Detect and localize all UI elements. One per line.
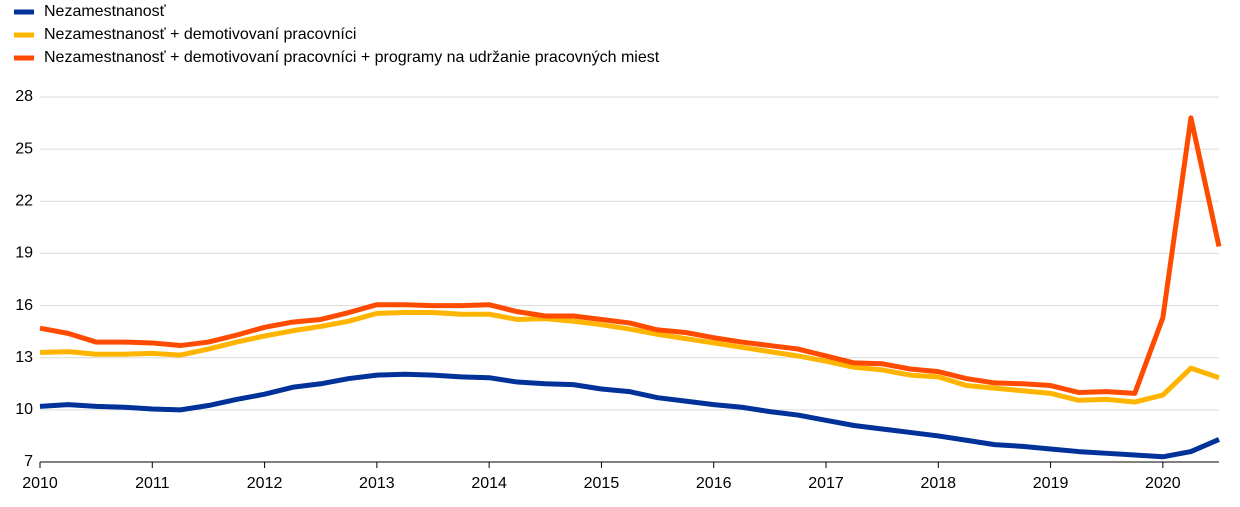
x-tick-label: 2016 <box>696 475 732 492</box>
x-tick-label: 2010 <box>22 475 58 492</box>
y-tick-label: 19 <box>15 245 33 262</box>
series-line <box>39 310 1220 405</box>
series-line <box>39 115 1222 396</box>
x-tick-label: 2017 <box>808 475 844 492</box>
legend-label: Nezamestnanosť <box>44 3 167 20</box>
y-tick-label: 7 <box>24 453 33 470</box>
y-tick-label: 25 <box>15 140 33 157</box>
x-tick-label: 2019 <box>1033 475 1069 492</box>
legend-label: Nezamestnanosť + demotivovaní pracovníci… <box>44 49 660 66</box>
series-line <box>39 371 1220 460</box>
x-tick-label: 2020 <box>1145 475 1181 492</box>
x-tick-label: 2011 <box>135 475 170 492</box>
y-tick-label: 22 <box>15 193 33 210</box>
x-tick-label: 2013 <box>359 475 395 492</box>
y-tick-label: 28 <box>15 88 33 105</box>
x-tick-label: 2018 <box>920 475 956 492</box>
y-tick-label: 16 <box>15 297 33 314</box>
x-tick-label: 2015 <box>584 475 620 492</box>
x-tick-label: 2012 <box>247 475 283 492</box>
legend-label: Nezamestnanosť + demotivovaní pracovníci <box>44 26 356 43</box>
y-tick-label: 13 <box>15 349 33 366</box>
x-tick-label: 2014 <box>471 475 507 492</box>
y-tick-label: 10 <box>15 401 33 418</box>
